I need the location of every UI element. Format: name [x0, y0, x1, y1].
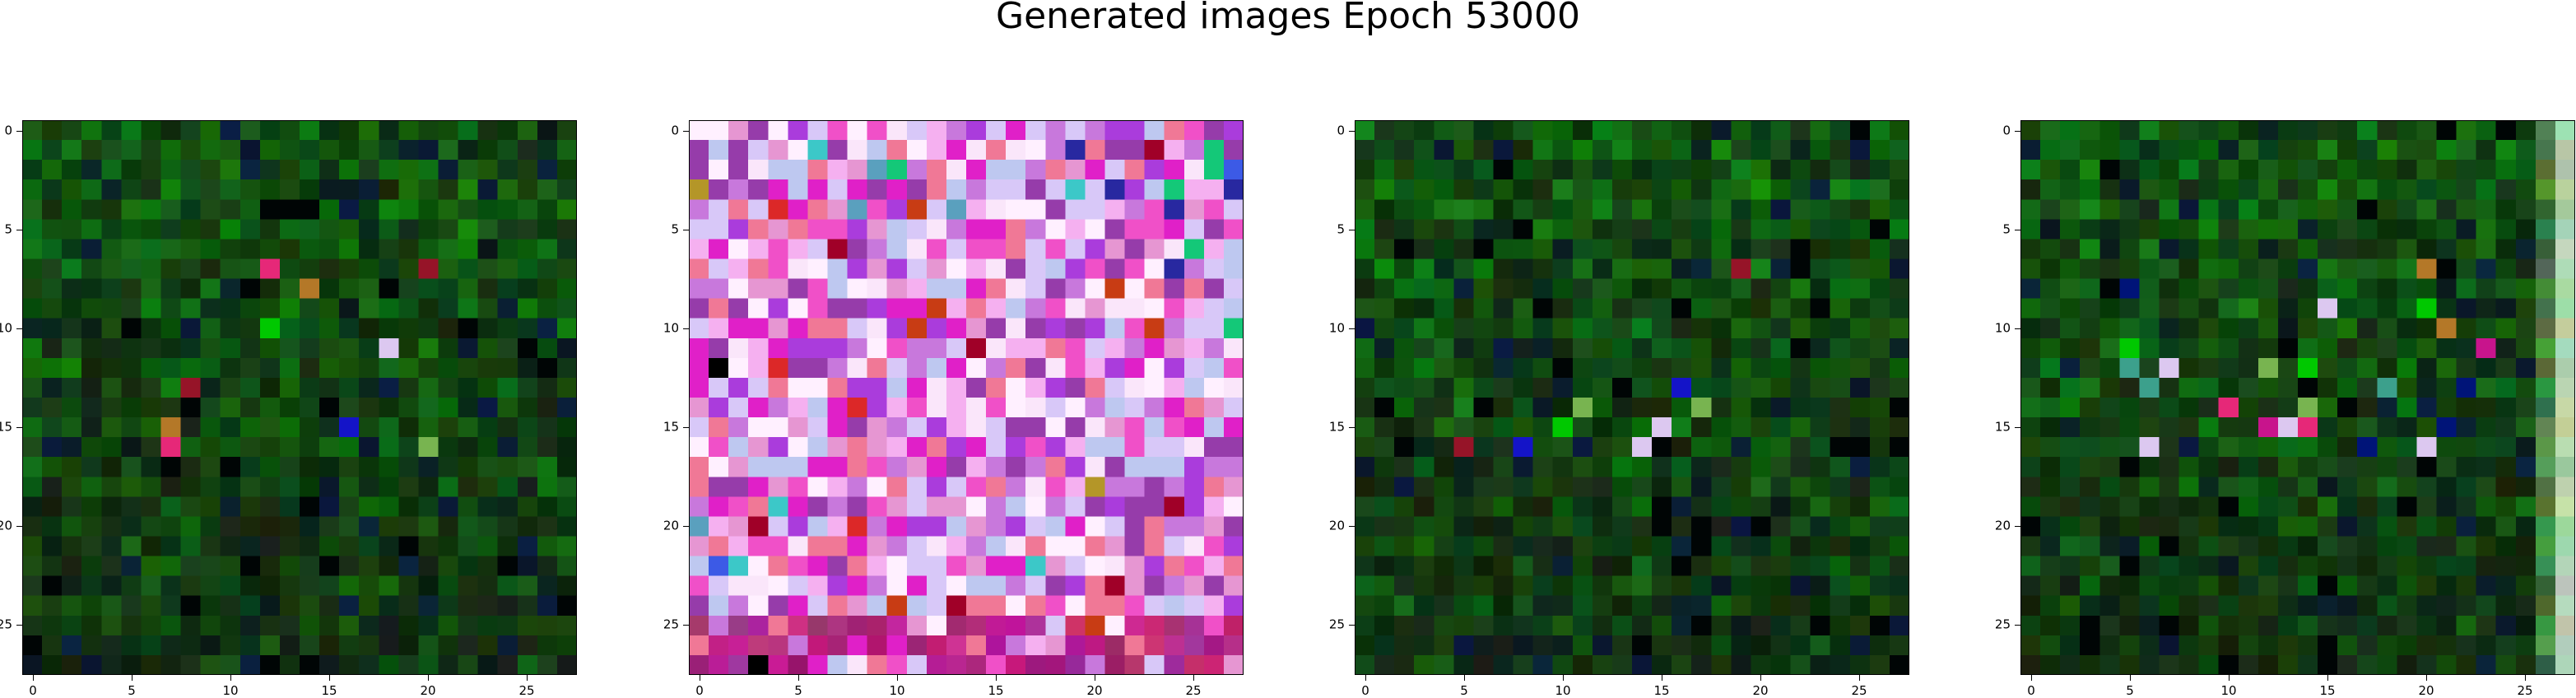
y-tick-mark	[1349, 427, 1355, 428]
x-tick-mark	[2130, 675, 2131, 681]
y-tick-mark	[16, 328, 22, 329]
x-tick-mark	[33, 675, 34, 681]
y-tick-label: 0	[1337, 123, 1345, 138]
y-tick-label: 15	[663, 419, 679, 435]
y-tick-label: 20	[0, 518, 12, 533]
x-tick-label: 0	[1361, 683, 1369, 698]
x-tick-label: 25	[1851, 683, 1867, 698]
generated-image-3	[1355, 120, 1909, 675]
y-tick-label: 5	[1337, 221, 1345, 237]
x-tick-label: 15	[321, 683, 337, 698]
x-tick-mark	[1365, 675, 1366, 681]
x-tick-mark	[2426, 675, 2427, 681]
x-tick-label: 25	[518, 683, 535, 698]
y-tick-label: 15	[1328, 419, 1345, 435]
x-tick-label: 10	[2220, 683, 2237, 698]
y-tick-label: 0	[4, 123, 12, 138]
generated-image-2	[689, 120, 1244, 675]
y-tick-mark	[1349, 131, 1355, 132]
x-tick-mark	[2031, 675, 2032, 681]
image-panel-3: 0 5 10 15 20 25 0 5 10 15 20 25	[1329, 120, 1909, 697]
y-tick-mark	[2015, 328, 2020, 329]
x-tick-label: 10	[889, 683, 905, 698]
y-tick-label: 15	[1994, 419, 2011, 435]
x-tick-label: 20	[420, 683, 436, 698]
x-tick-mark	[428, 675, 429, 681]
x-tick-label: 5	[128, 683, 136, 698]
x-tick-label: 15	[1653, 683, 1670, 698]
y-tick-label: 0	[671, 123, 679, 138]
x-tick-label: 15	[2319, 683, 2336, 698]
x-tick-mark	[798, 675, 799, 681]
x-tick-mark	[527, 675, 528, 681]
y-tick-label: 25	[663, 617, 679, 632]
y-tick-label: 20	[1994, 518, 2011, 533]
x-tick-mark	[1193, 675, 1194, 681]
y-tick-label: 25	[0, 617, 12, 632]
x-tick-label: 5	[794, 683, 802, 698]
y-tick-mark	[16, 427, 22, 428]
image-panel-1: 0 5 10 15 20 25 0 5 10 15 20 25	[0, 120, 577, 697]
x-tick-mark	[132, 675, 133, 681]
y-tick-label: 25	[1994, 617, 2011, 632]
y-tick-label: 5	[4, 221, 12, 237]
y-tick-mark	[683, 131, 689, 132]
x-tick-label: 0	[695, 683, 704, 698]
x-tick-label: 25	[1185, 683, 1202, 698]
y-tick-label: 10	[0, 320, 12, 336]
x-tick-mark	[2229, 675, 2230, 681]
y-tick-mark	[1349, 526, 1355, 527]
generated-image-1	[22, 120, 577, 675]
x-tick-mark	[329, 675, 330, 681]
x-tick-mark	[897, 675, 898, 681]
y-tick-label: 10	[1328, 320, 1345, 336]
y-tick-mark	[683, 427, 689, 428]
image-panel-2: 0 5 10 15 20 25 0 5 10 15 20 25	[663, 120, 1244, 697]
generated-image-4	[2020, 120, 2575, 675]
y-tick-mark	[2015, 625, 2020, 626]
y-tick-mark	[683, 328, 689, 329]
y-tick-mark	[2015, 131, 2020, 132]
image-panel-4: 0 5 10 15 20 25 0 5 10 15 20 25	[1995, 120, 2575, 697]
x-tick-label: 20	[2418, 683, 2434, 698]
y-tick-mark	[16, 131, 22, 132]
x-tick-label: 5	[2126, 683, 2134, 698]
y-tick-label: 0	[2002, 123, 2011, 138]
y-tick-label: 15	[0, 419, 12, 435]
x-tick-mark	[2327, 675, 2328, 681]
x-tick-mark	[1563, 675, 1564, 681]
x-tick-mark	[2525, 675, 2526, 681]
x-tick-label: 15	[988, 683, 1004, 698]
x-tick-mark	[996, 675, 997, 681]
x-tick-label: 0	[29, 683, 37, 698]
x-tick-label: 0	[2027, 683, 2035, 698]
x-tick-mark	[230, 675, 231, 681]
y-tick-label: 10	[1994, 320, 2011, 336]
x-tick-label: 5	[1460, 683, 1468, 698]
y-tick-label: 10	[663, 320, 679, 336]
y-tick-label: 20	[663, 518, 679, 533]
figure-title: Generated images Epoch 53000	[995, 0, 1581, 37]
y-tick-mark	[683, 625, 689, 626]
y-tick-mark	[683, 526, 689, 527]
x-tick-label: 10	[1555, 683, 1571, 698]
y-tick-mark	[16, 526, 22, 527]
x-tick-mark	[1859, 675, 1860, 681]
y-tick-label: 20	[1328, 518, 1345, 533]
x-tick-label: 10	[222, 683, 239, 698]
y-tick-label: 5	[2002, 221, 2011, 237]
x-tick-mark	[1760, 675, 1761, 681]
y-tick-mark	[16, 625, 22, 626]
y-tick-mark	[2015, 526, 2020, 527]
y-tick-mark	[2015, 427, 2020, 428]
y-tick-mark	[1349, 625, 1355, 626]
x-tick-mark	[1464, 675, 1465, 681]
y-tick-label: 25	[1328, 617, 1345, 632]
x-tick-label: 25	[2517, 683, 2533, 698]
x-tick-label: 20	[1752, 683, 1769, 698]
x-tick-label: 20	[1086, 683, 1103, 698]
y-tick-label: 5	[671, 221, 679, 237]
y-tick-mark	[1349, 328, 1355, 329]
